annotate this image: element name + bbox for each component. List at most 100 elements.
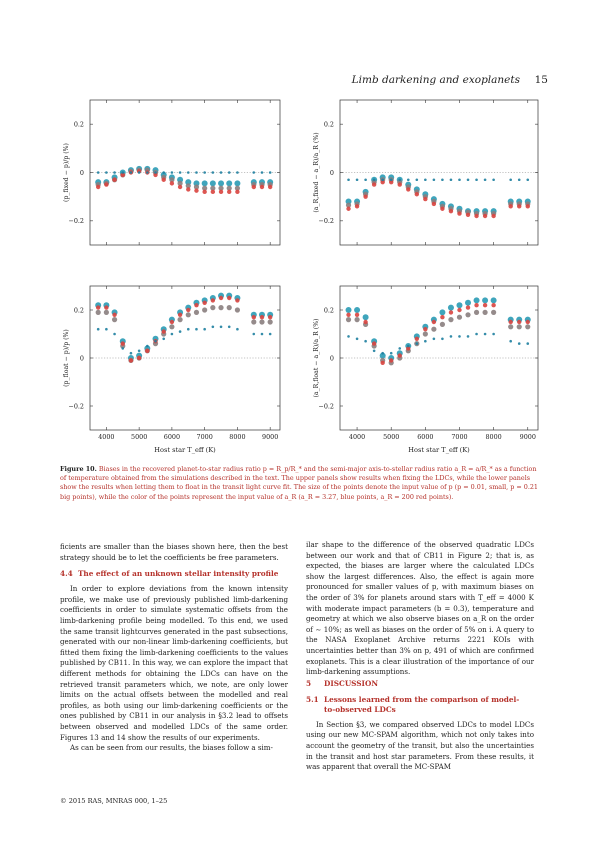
data-point (162, 329, 166, 333)
data-point (235, 190, 239, 194)
data-point (104, 310, 109, 315)
data-point (187, 171, 190, 174)
data-point (457, 211, 461, 215)
data-point (154, 171, 157, 174)
figure-10: −0.2 0 0.2 (p_fixed − p)/p (%) −0.2 0 0.2 (a_R,… (60, 96, 548, 462)
data-point (227, 296, 231, 300)
data-point (234, 180, 240, 186)
data-point (121, 347, 124, 350)
data-point (346, 313, 350, 317)
data-point (381, 352, 384, 355)
data-point (220, 326, 223, 329)
data-point (260, 315, 264, 319)
data-point (466, 213, 470, 217)
data-point (347, 178, 350, 181)
data-point (268, 315, 272, 319)
data-point (195, 171, 198, 174)
section-title: The effect of an unknown stellar intensi… (78, 569, 283, 579)
data-point (130, 352, 133, 355)
data-point (112, 313, 116, 317)
data-point (138, 171, 141, 174)
data-point (416, 178, 419, 181)
data-point (450, 335, 453, 338)
data-point (121, 171, 124, 174)
data-point (440, 207, 444, 211)
data-point (178, 313, 182, 317)
data-point (373, 178, 376, 181)
data-point (484, 333, 487, 336)
x-tick-label: 7000 (197, 433, 213, 441)
data-point (407, 178, 410, 181)
data-point (251, 319, 256, 324)
running-header: Limb darkening and exoplanets 15 (60, 74, 548, 90)
left-paragraph-3: As can be seen from our results, the bia… (60, 743, 288, 754)
data-point (449, 310, 453, 314)
x-tick-label: 9000 (520, 433, 536, 441)
x-tick-label: 9000 (262, 433, 278, 441)
plot-panel-top-left: −0.200.2(p_fixed − p)/p (%) (63, 100, 280, 245)
data-point (186, 187, 190, 191)
data-point (450, 178, 453, 181)
data-point (104, 305, 108, 309)
data-point (105, 328, 108, 331)
data-point (97, 328, 100, 331)
data-point (517, 204, 521, 208)
data-point (104, 182, 108, 186)
data-point (355, 204, 359, 208)
y-tick-label: −0.2 (68, 402, 84, 410)
data-point (466, 305, 470, 309)
data-point (129, 358, 133, 362)
data-point (423, 197, 427, 201)
left-paragraph-1: ficients are smaller than the biases sho… (60, 542, 288, 563)
data-point (457, 308, 461, 312)
data-point (212, 326, 215, 329)
data-point (236, 171, 239, 174)
data-point (373, 350, 376, 353)
data-point (112, 178, 116, 182)
figure-label: Figure 10. (60, 465, 97, 473)
data-point (364, 340, 367, 343)
data-point (363, 314, 369, 320)
data-point (449, 209, 453, 213)
section-title: DISCUSSION (324, 679, 529, 689)
data-point (364, 178, 367, 181)
data-point (390, 178, 393, 181)
data-point (219, 190, 223, 194)
data-point (483, 303, 487, 307)
data-point (177, 317, 182, 322)
data-point (146, 171, 149, 174)
section-number: 4.4 (60, 569, 78, 579)
data-point (96, 310, 101, 315)
data-point (448, 305, 454, 311)
data-point (518, 178, 521, 181)
data-point (252, 333, 255, 336)
data-point (130, 171, 133, 174)
data-point (236, 328, 239, 331)
data-point (526, 320, 530, 324)
y-axis-label: (a_R,fixed − a_R)/a_R (%) (313, 132, 320, 212)
data-point (186, 308, 190, 312)
section-5-1-heading: 5.1 Lessons learned from the comparison o… (306, 695, 534, 715)
data-point (432, 320, 436, 324)
data-point (260, 185, 264, 189)
data-point (491, 214, 495, 218)
data-point (407, 345, 410, 348)
data-point (440, 322, 445, 327)
data-point (112, 317, 117, 322)
data-point (381, 178, 384, 181)
data-point (219, 296, 223, 300)
data-point (162, 171, 165, 174)
data-point (456, 302, 462, 308)
running-title: Limb darkening and exoplanets (352, 74, 520, 86)
data-point (228, 171, 231, 174)
data-point (363, 320, 367, 324)
data-point (113, 333, 116, 336)
data-point (526, 178, 529, 181)
y-tick-label: 0 (330, 354, 334, 362)
data-point (194, 303, 198, 307)
data-point (491, 297, 497, 303)
y-tick-label: 0 (80, 354, 84, 362)
data-point (227, 190, 231, 194)
data-point (356, 338, 359, 341)
